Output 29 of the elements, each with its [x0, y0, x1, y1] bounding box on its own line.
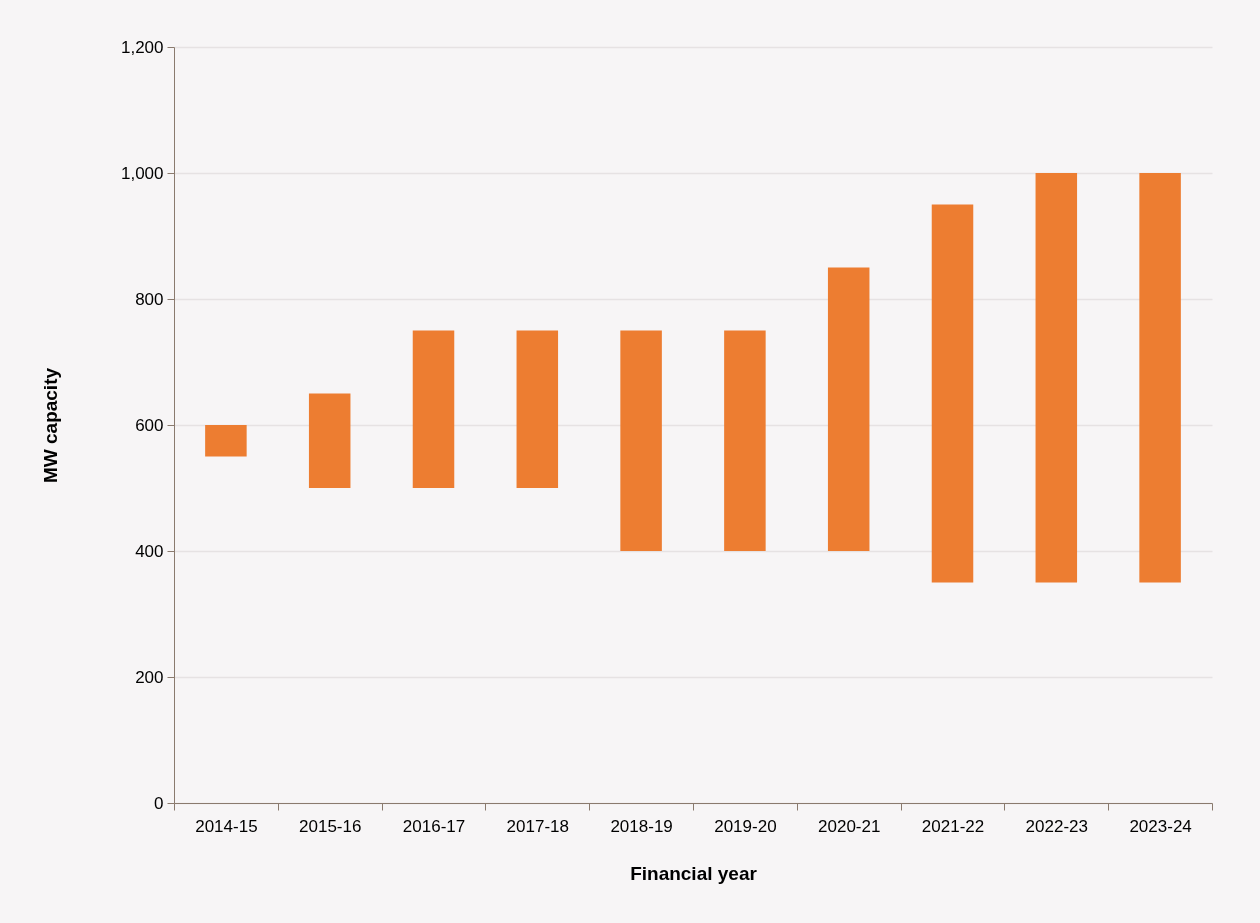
y-tick-label: 200: [135, 667, 164, 687]
bar: [620, 330, 662, 551]
bar: [1035, 173, 1078, 583]
x-tick-label: 2017-18: [506, 816, 569, 836]
bar: [724, 330, 766, 551]
x-tick-label: 2014-15: [195, 816, 258, 836]
y-tick-label: 1,000: [120, 163, 164, 183]
x-tick-label: 2015-16: [299, 816, 362, 836]
y-tick-label: 600: [135, 415, 164, 435]
x-tick-label: 2019-20: [714, 816, 777, 836]
y-tick-label: 1,200: [120, 37, 164, 57]
bar: [827, 267, 870, 551]
x-axis-title: Financial year: [630, 862, 758, 884]
x-tick-label: 2018-19: [610, 816, 673, 836]
bar: [412, 330, 455, 488]
x-tick-label: 2023-24: [1129, 816, 1192, 836]
x-tick-label: 2021-22: [921, 816, 985, 836]
bar: [1139, 173, 1181, 583]
y-axis-title: MW capacity: [39, 367, 61, 484]
y-tick-label: 800: [135, 289, 164, 309]
x-tick-label: 2020-21: [818, 816, 881, 836]
bar: [308, 393, 351, 488]
bar: [205, 425, 247, 457]
y-tick-label: 0: [154, 793, 164, 813]
y-tick-label: 400: [135, 541, 164, 561]
x-tick-label: 2022-23: [1025, 816, 1088, 836]
bar: [516, 330, 559, 488]
x-tick-label: 2016-17: [402, 816, 466, 836]
bar: [931, 204, 974, 583]
